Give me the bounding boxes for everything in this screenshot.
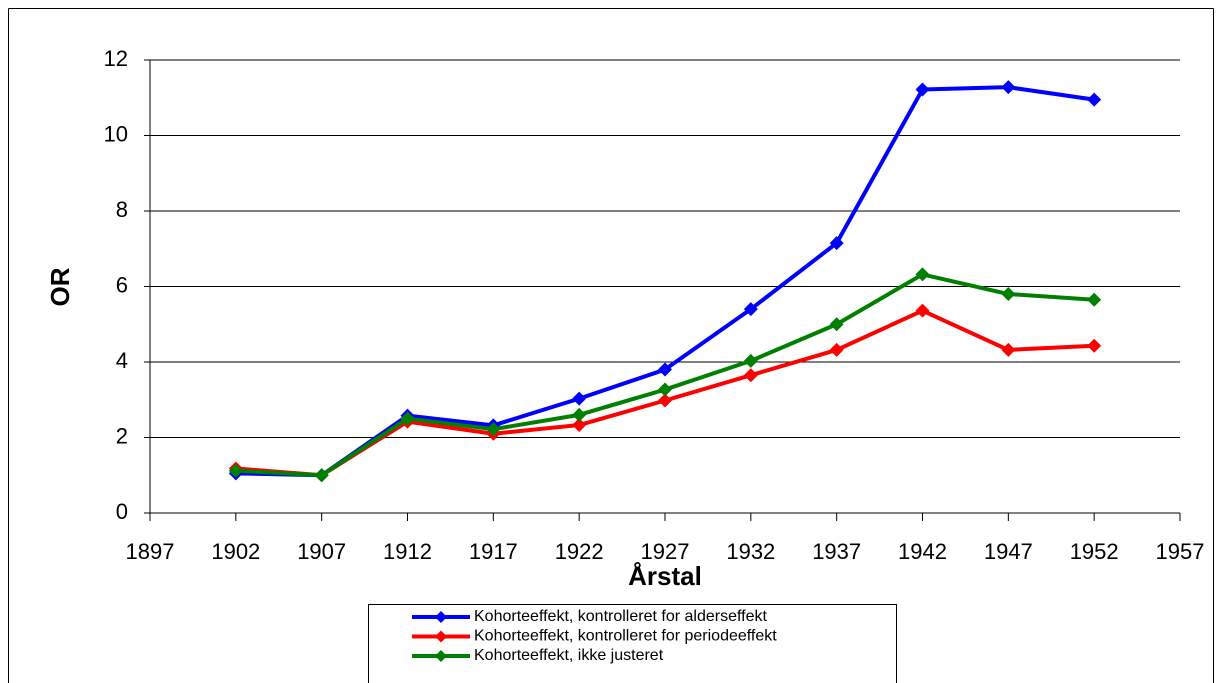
y-tick-label: 2: [116, 423, 128, 448]
x-tick-label: 1942: [898, 539, 947, 564]
marker: [1001, 80, 1016, 95]
marker: [743, 368, 758, 383]
marker: [572, 418, 587, 433]
x-tick-label: 1912: [383, 539, 432, 564]
marker: [486, 422, 501, 437]
x-tick-label: 1917: [469, 539, 518, 564]
y-tick-label: 0: [116, 499, 128, 524]
y-tick-label: 10: [104, 121, 128, 146]
marker: [658, 393, 672, 408]
y-tick-label: 12: [104, 46, 128, 71]
x-tick-label: 1952: [1070, 539, 1119, 564]
legend-label: Kohorteeffekt, kontrolleret for periodee…: [474, 628, 777, 645]
marker: [915, 303, 930, 318]
series-line: [235, 85, 1095, 478]
legend-label: Kohorteeffekt, kontrolleret for aldersef…: [474, 608, 767, 625]
legend-marker: [435, 630, 447, 643]
marker: [743, 302, 758, 317]
marker: [743, 353, 758, 368]
marker: [1001, 342, 1016, 357]
marker: [314, 468, 329, 483]
marker: [572, 407, 587, 422]
marker: [228, 463, 243, 478]
marker: [658, 382, 672, 397]
x-tick-label: 1957: [1156, 539, 1205, 564]
legend-marker: [435, 650, 447, 662]
marker: [829, 342, 844, 357]
y-tick-label: 6: [116, 272, 128, 297]
marker: [1087, 292, 1102, 307]
marker: [829, 236, 844, 251]
marker: [400, 411, 415, 426]
marker: [1087, 92, 1102, 107]
x-tick-label: 1927: [641, 539, 690, 564]
marker: [915, 82, 930, 97]
legend-marker: [435, 611, 447, 623]
x-tick-label: 1937: [812, 539, 861, 564]
x-tick-label: 1897: [126, 539, 175, 564]
x-tick-label: 1902: [211, 539, 260, 564]
x-tick-label: 1907: [297, 539, 346, 564]
legend-label: Kohorteeffekt, ikke justeret: [474, 647, 664, 664]
y-axis-title: OR: [45, 267, 75, 306]
y-tick-label: 8: [116, 197, 128, 222]
marker: [658, 362, 672, 377]
marker: [915, 267, 930, 282]
x-tick-label: 1947: [984, 539, 1033, 564]
marker: [572, 391, 587, 406]
y-tick-label: 4: [116, 348, 128, 373]
marker: [829, 317, 844, 332]
x-tick-label: 1922: [555, 539, 604, 564]
x-tick-label: 1932: [726, 539, 775, 564]
x-axis-title: Årstal: [628, 561, 702, 591]
marker: [1001, 287, 1016, 302]
marker: [1087, 338, 1102, 353]
